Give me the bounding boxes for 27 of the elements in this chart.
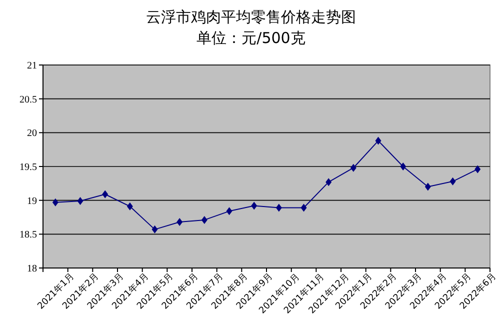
point [400, 162, 406, 170]
point [77, 197, 84, 206]
point [350, 164, 356, 172]
y-tick-label: 21 [27, 60, 37, 72]
point [126, 202, 133, 210]
chart-title: 云浮市鸡肉平均零售价格走势图 [146, 8, 356, 26]
y-tick-label: 20.5 [20, 94, 37, 106]
point [52, 198, 58, 206]
point [326, 178, 332, 186]
y-tick-label: 19 [27, 196, 37, 207]
y-tick-label: 20 [27, 128, 37, 140]
point [474, 165, 481, 174]
point [276, 204, 282, 212]
y-tick-label: 19.5 [20, 162, 37, 173]
point [300, 204, 307, 212]
point [424, 182, 431, 191]
point [201, 216, 208, 224]
y-tick-label: 18 [27, 264, 37, 274]
point [102, 190, 108, 198]
y-tick-label: 18.5 [20, 230, 37, 241]
point [176, 218, 183, 226]
point [450, 177, 456, 186]
point [375, 136, 382, 145]
point [251, 202, 258, 210]
chart-subtitle: 单位：元/500克 [196, 29, 306, 47]
point [226, 207, 232, 216]
point [152, 225, 158, 234]
